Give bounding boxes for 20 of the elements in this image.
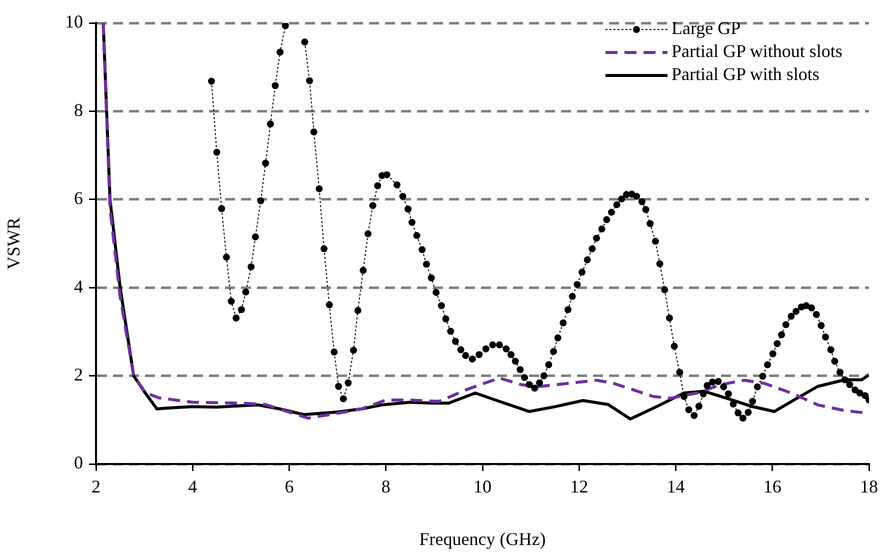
legend-label: Partial GP without slots xyxy=(671,41,842,62)
x-tick-label: 4 xyxy=(188,476,198,497)
x-axis-title: Frequency (GHz) xyxy=(419,528,546,549)
legend-label: Large GP xyxy=(671,18,741,38)
x-tick-label: 14 xyxy=(666,476,685,497)
x-tick-label: 18 xyxy=(860,476,878,497)
y-tick-label: 8 xyxy=(74,100,83,120)
x-tick-label: 8 xyxy=(381,476,390,497)
x-tick-label: 6 xyxy=(284,476,294,497)
y-axis-title: VSWR xyxy=(4,217,24,270)
y-tick-label: 0 xyxy=(74,452,83,473)
y-tick-label: 6 xyxy=(74,188,83,208)
y-tick-label: 4 xyxy=(74,276,83,296)
x-tick-label: 16 xyxy=(763,476,782,497)
y-tick-label: 10 xyxy=(65,12,83,32)
x-tick-label: 2 xyxy=(92,476,100,497)
y-tick-label: 2 xyxy=(74,364,83,385)
x-tick-label: 12 xyxy=(570,476,588,497)
legend-label: Partial GP with slots xyxy=(671,64,820,84)
x-tick-label: 10 xyxy=(474,476,492,497)
